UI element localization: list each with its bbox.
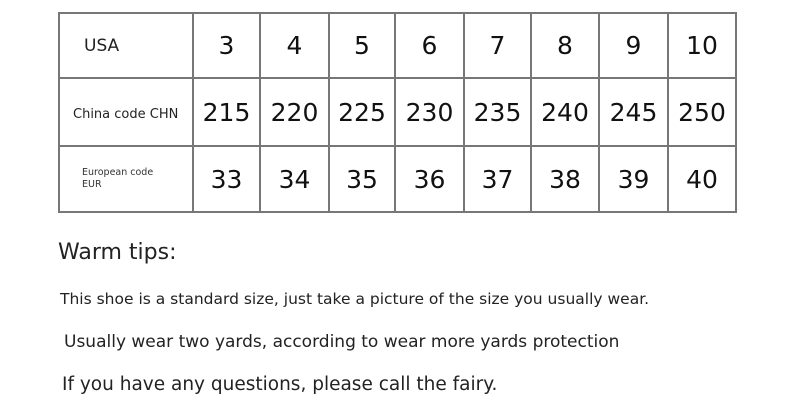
table-row-eur: European code EUR 33 34 35 36 37 38 39 40 (58, 145, 737, 213)
cell: 39 (598, 145, 669, 213)
row-label: USA (58, 12, 194, 79)
row-label: China code CHN (58, 77, 194, 147)
cell: 235 (463, 77, 532, 147)
cell: 7 (463, 12, 532, 79)
cell: 250 (667, 77, 737, 147)
cell: 34 (259, 145, 330, 213)
cell: 215 (192, 77, 261, 147)
cell: 220 (259, 77, 330, 147)
cell: 8 (530, 12, 600, 79)
tip-line: If you have any questions, please call t… (62, 374, 498, 395)
row-label: European code EUR (58, 145, 194, 213)
cell: 9 (598, 12, 669, 79)
cell: 6 (394, 12, 465, 79)
cell: 240 (530, 77, 600, 147)
cell: 225 (328, 77, 396, 147)
cell: 37 (463, 145, 532, 213)
table-row-usa: USA 3 4 5 6 7 8 9 10 (58, 12, 737, 79)
cell: 33 (192, 145, 261, 213)
size-chart-table: USA 3 4 5 6 7 8 9 10 China code CHN 215 … (58, 12, 737, 213)
cell: 3 (192, 12, 261, 79)
cell: 35 (328, 145, 396, 213)
cell: 36 (394, 145, 465, 213)
tips-title: Warm tips: (58, 240, 177, 265)
tip-line: Usually wear two yards, according to wea… (64, 332, 620, 352)
label-text: USA (84, 35, 120, 56)
cell: 5 (328, 12, 396, 79)
cell: 230 (394, 77, 465, 147)
tip-line: This shoe is a standard size, just take … (60, 290, 650, 308)
cell: 40 (667, 145, 737, 213)
cell: 4 (259, 12, 330, 79)
cell: 245 (598, 77, 669, 147)
cell: 10 (667, 12, 737, 79)
label-line: EUR (82, 179, 102, 190)
table-row-chn: China code CHN 215 220 225 230 235 240 2… (58, 77, 737, 147)
label-line: European code (82, 167, 154, 178)
label-text: China code CHN (73, 106, 179, 122)
cell: 38 (530, 145, 600, 213)
